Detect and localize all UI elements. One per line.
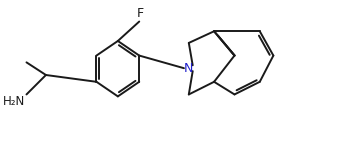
Text: F: F <box>137 7 144 20</box>
Text: H₂N: H₂N <box>3 95 26 108</box>
Text: N: N <box>184 62 193 75</box>
